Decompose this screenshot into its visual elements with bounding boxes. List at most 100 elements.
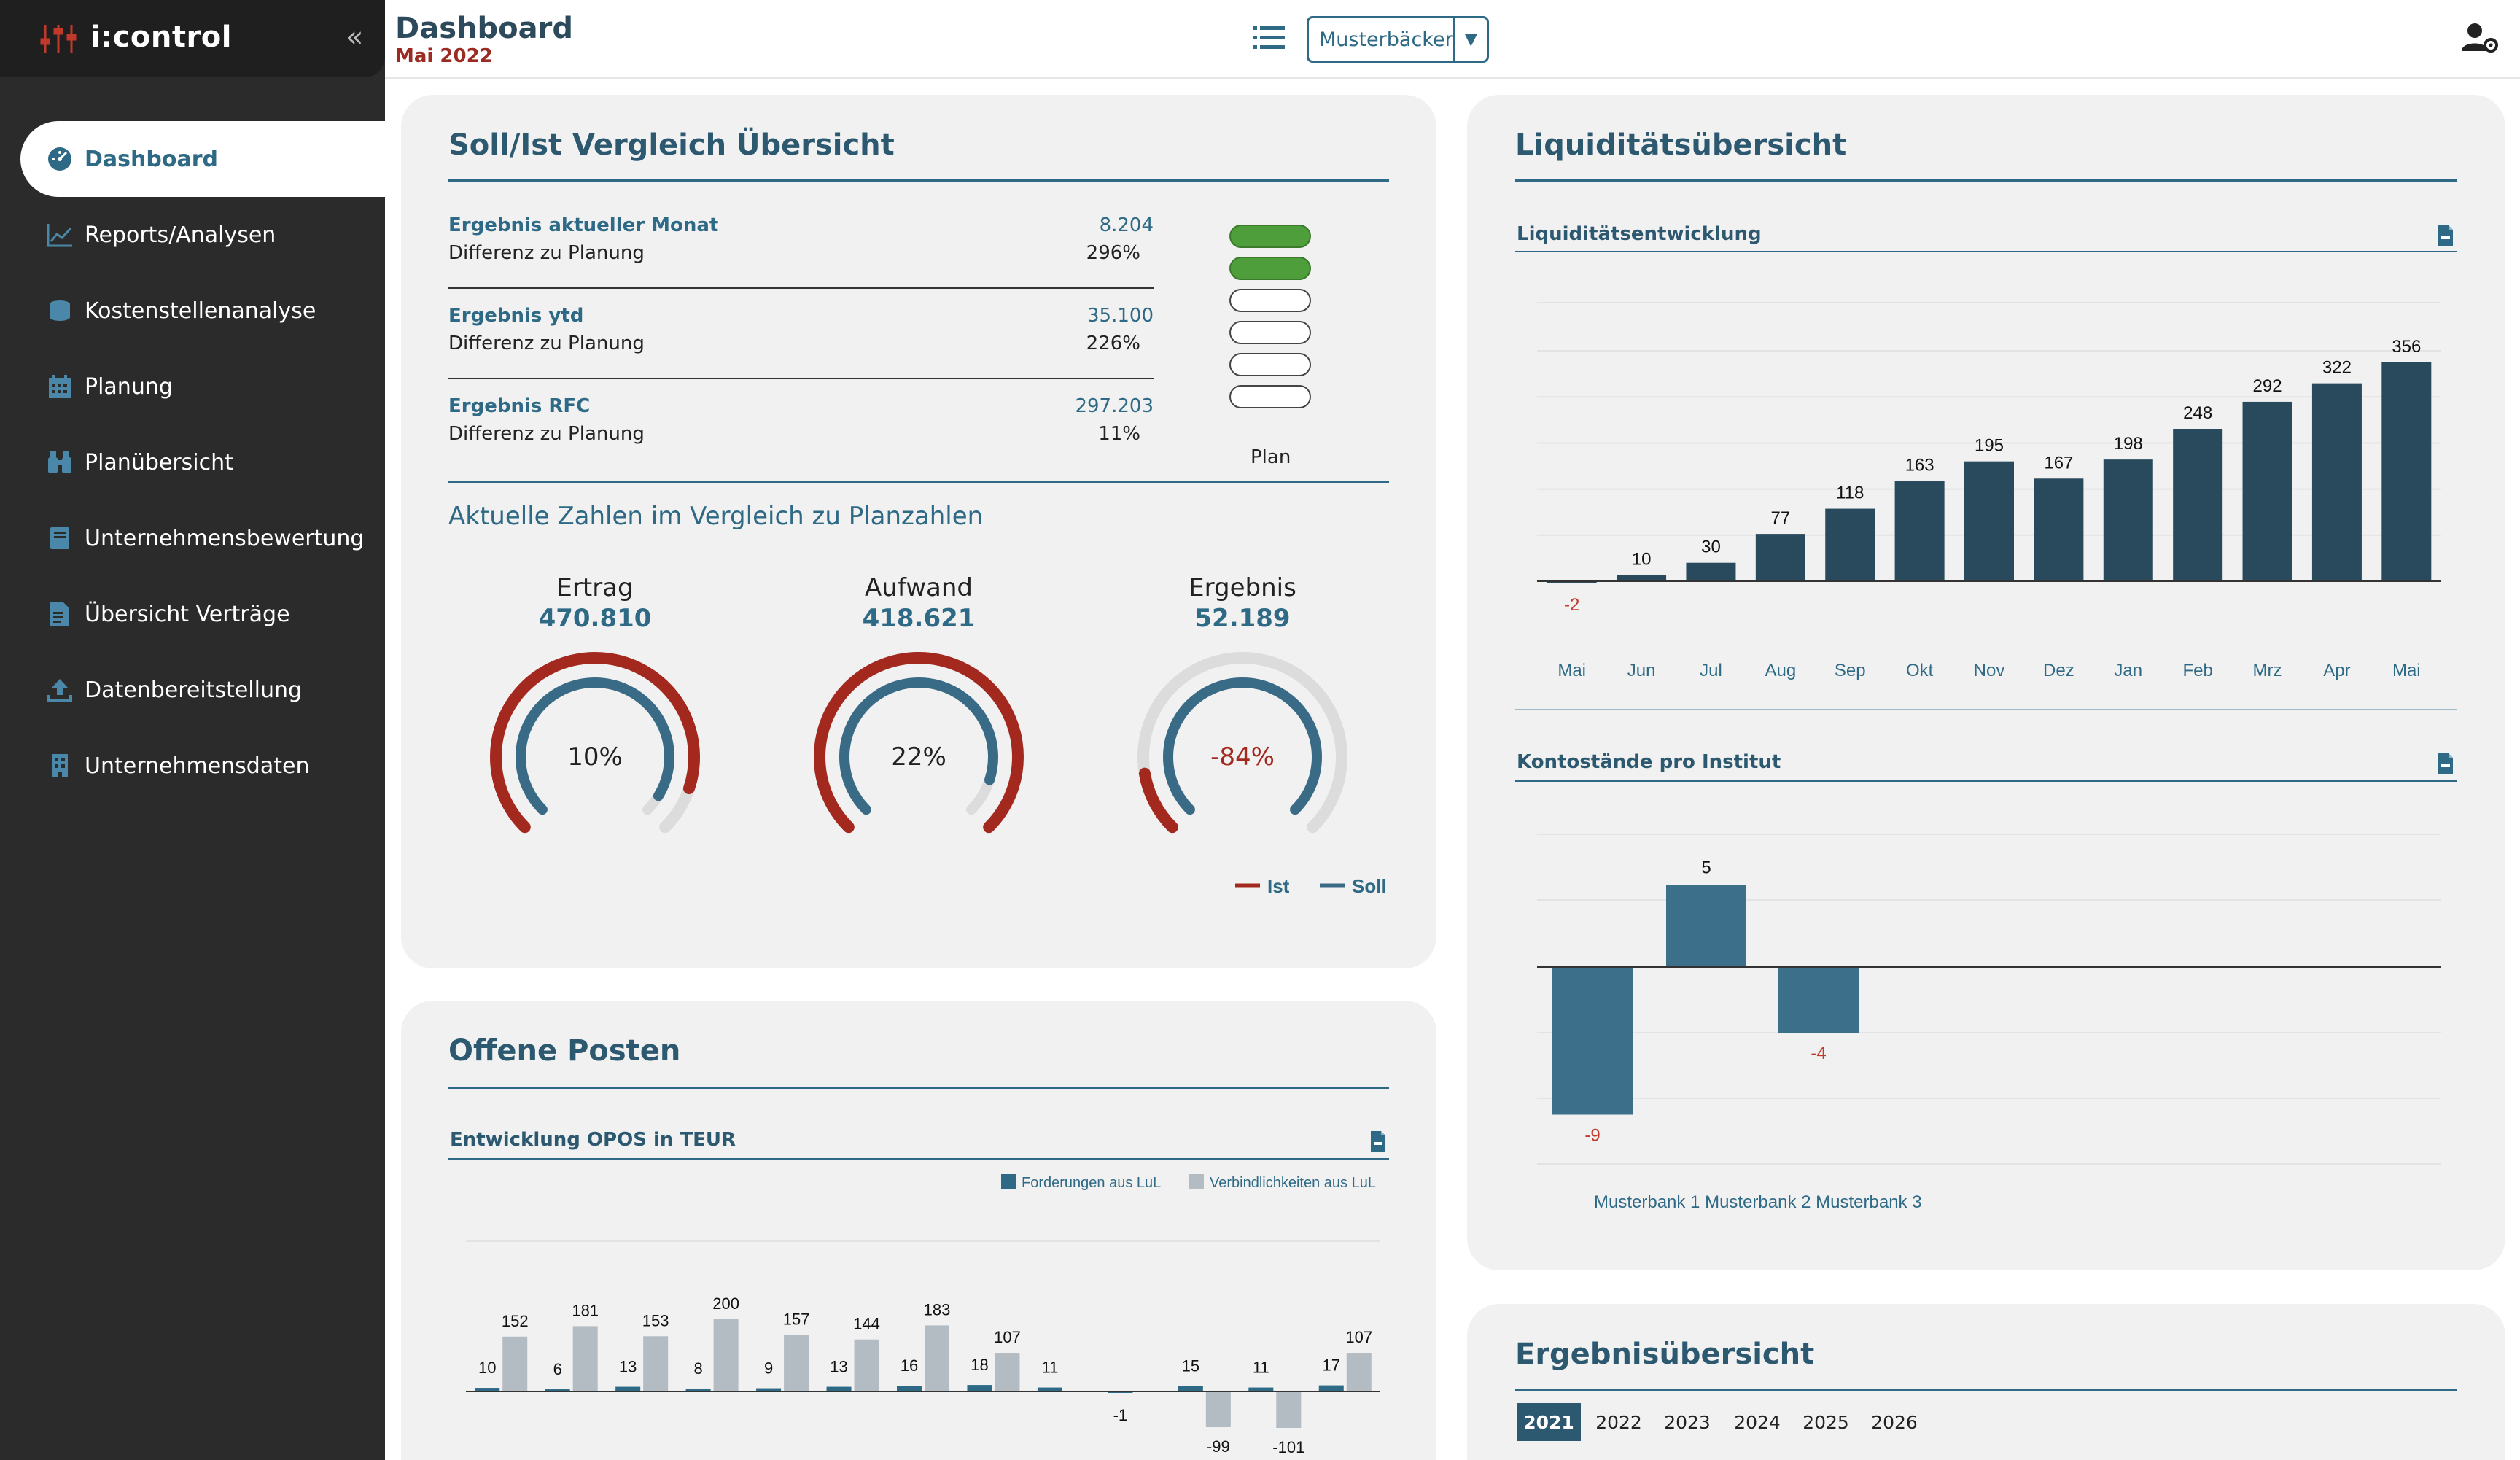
legend-verbindlichkeiten-swatch [1189,1174,1204,1189]
sidebar-item-übersicht-verträge[interactable]: Übersicht Verträge [0,576,385,652]
kpi-label: Ergebnis ytd [448,305,584,327]
pdf-export-icon[interactable] [2437,753,2454,774]
sidebar-item-label: Planung [85,373,173,400]
sidebar-item-datenbereitstellung[interactable]: Datenbereitstellung [0,652,385,728]
opos-bar-verbindlichkeiten [502,1336,528,1391]
liq-bar-label: 163 [1905,456,1934,475]
year-tab-2023[interactable]: 2023 [1664,1411,1711,1433]
gauge-center-percent: 22% [891,742,946,772]
konto-rule [1515,780,2457,782]
liq-bar [1617,575,1667,581]
opos-bar-forderungen [756,1388,782,1391]
legend-ist: Ist [1267,875,1290,897]
liq-entwicklung-title: Liquiditätsentwicklung [1517,223,1762,245]
opos-label-forderungen: 11 [1042,1359,1059,1377]
page-title: Dashboard [395,12,573,45]
opos-bar-forderungen [897,1386,922,1391]
liq-bar-label: 30 [1701,537,1721,557]
upload-icon [45,675,74,704]
liq-separator [1515,709,2457,710]
year-tab-2022[interactable]: 2022 [1595,1411,1642,1433]
opos-label-verbindlichkeiten: 157 [783,1310,810,1328]
kpi-label: Ergebnis aktueller Monat [448,214,719,236]
gauge-ist-arc [1138,767,1178,834]
sliders-logo-icon [40,25,77,53]
sidebar-item-planübersicht[interactable]: Planübersicht [0,424,385,500]
opos-bar-forderungen [545,1389,570,1391]
liq-category-label: Mai [2392,661,2421,680]
opos-label-forderungen: 6 [553,1360,562,1378]
kpi-percent: 11% [1098,423,1140,445]
liq-bar-label: 322 [2322,358,2352,378]
year-tab-2026[interactable]: 2026 [1871,1411,1918,1433]
liq-bar [2034,478,2084,581]
year-tab-2021[interactable]: 2021 [1517,1403,1581,1441]
liq-category-label: Aug [1765,661,1796,680]
opos-label-forderungen: 16 [901,1356,918,1375]
calendar-icon [45,372,74,401]
app-name: i:control [90,20,232,54]
pdf-export-icon[interactable] [1369,1130,1387,1152]
liq-category-label: Okt [1906,661,1934,680]
gauge-title: Aufwand [865,573,973,602]
liq-bar-label: 248 [2183,403,2212,423]
opos-label-verbindlichkeiten: -101 [1272,1438,1304,1456]
sidebar-item-dashboard[interactable]: Dashboard [20,121,385,197]
list-view-icon[interactable] [1253,23,1285,53]
sidebar-item-label: Dashboard [85,146,218,172]
coins-icon [45,296,74,325]
opos-rule [448,1087,1389,1089]
opos-bar-verbindlichkeiten [854,1339,879,1391]
liq-bar [2311,383,2362,581]
gauge-center-percent: 10% [567,742,623,772]
opos-label-forderungen: 9 [764,1359,773,1378]
gauge-value: 470.810 [538,604,652,633]
top-bar: Dashboard Mai 2022 Musterbäcker ▼ [385,0,2520,79]
pdf-export-icon[interactable] [2437,225,2454,246]
sidebar-item-unternehmensbewertung[interactable]: Unternehmensbewertung [0,500,385,576]
liq-bar-label: 10 [1632,550,1652,570]
kpi-sub-label: Differenz zu Planung [448,242,645,264]
liq-category-label: Sep [1835,661,1866,680]
liq-bar-label: 292 [2253,376,2282,396]
plan-indicator-pill [1229,385,1311,408]
liq-bar-label: 167 [2044,453,2073,473]
opos-bar-verbindlichkeiten [784,1335,809,1391]
opos-label-forderungen: -1 [1113,1406,1128,1424]
ergebnis-card [1467,1304,2505,1460]
compare-title: Aktuelle Zahlen im Vergleich zu Planzahl… [448,502,984,531]
sidebar-item-kostenstellenanalyse[interactable]: Kostenstellenanalyse [0,273,385,349]
opos-label-verbindlichkeiten: 181 [572,1301,599,1319]
year-tab-2024[interactable]: 2024 [1734,1411,1781,1433]
opos-label-forderungen: 18 [971,1356,988,1374]
opos-bar-forderungen [826,1386,852,1391]
liquiditaet-chart: -2 Mai 10 Jun 30 Jul 77 Aug 118 Sep 163 Okt 195 Nov 16… [1537,302,2441,680]
legend-forderungen-swatch [1001,1174,1016,1189]
company-select[interactable]: Musterbäcker ▼ [1307,16,1489,63]
opos-label-verbindlichkeiten: -99 [1207,1437,1230,1456]
collapse-sidebar-icon[interactable]: « [346,20,364,54]
liq-category-label: Jan [2114,661,2142,680]
sidebar-item-unternehmensdaten[interactable]: Unternehmensdaten [0,728,385,804]
sidebar-item-reports-analysen[interactable]: Reports/Analysen [0,197,385,273]
opos-bar-forderungen [1037,1387,1062,1391]
liq-bar-label: 198 [2114,434,2143,454]
liq-bar [2381,362,2432,581]
kpi-divider [448,378,1154,379]
liq-entwicklung-rule [1515,251,2457,252]
year-tab-2025[interactable]: 2025 [1802,1411,1849,1433]
building-icon [45,751,74,780]
gauge-value: 418.621 [862,604,976,633]
ergebnis-title: Ergebnisübersicht [1515,1337,1815,1371]
chevron-down-icon[interactable]: ▼ [1452,18,1487,61]
gauge-soll-arc [516,677,674,815]
konto-bar-label: -4 [1811,1044,1826,1063]
opos-chart: Forderungen aus LuL Verbindlichkeiten aus… [466,1174,1380,1456]
konto-category-labels: Musterbank 1 Musterbank 2 Musterbank 3 [1594,1192,1922,1212]
sidebar-item-planung[interactable]: Planung [0,349,385,424]
liq-category-label: Mrz [2253,661,2282,680]
opos-label-verbindlichkeiten: 200 [712,1294,739,1313]
liq-bar-label: 77 [1770,508,1790,528]
opos-label-forderungen: 17 [1323,1356,1340,1375]
user-settings-icon[interactable] [2462,22,2498,54]
